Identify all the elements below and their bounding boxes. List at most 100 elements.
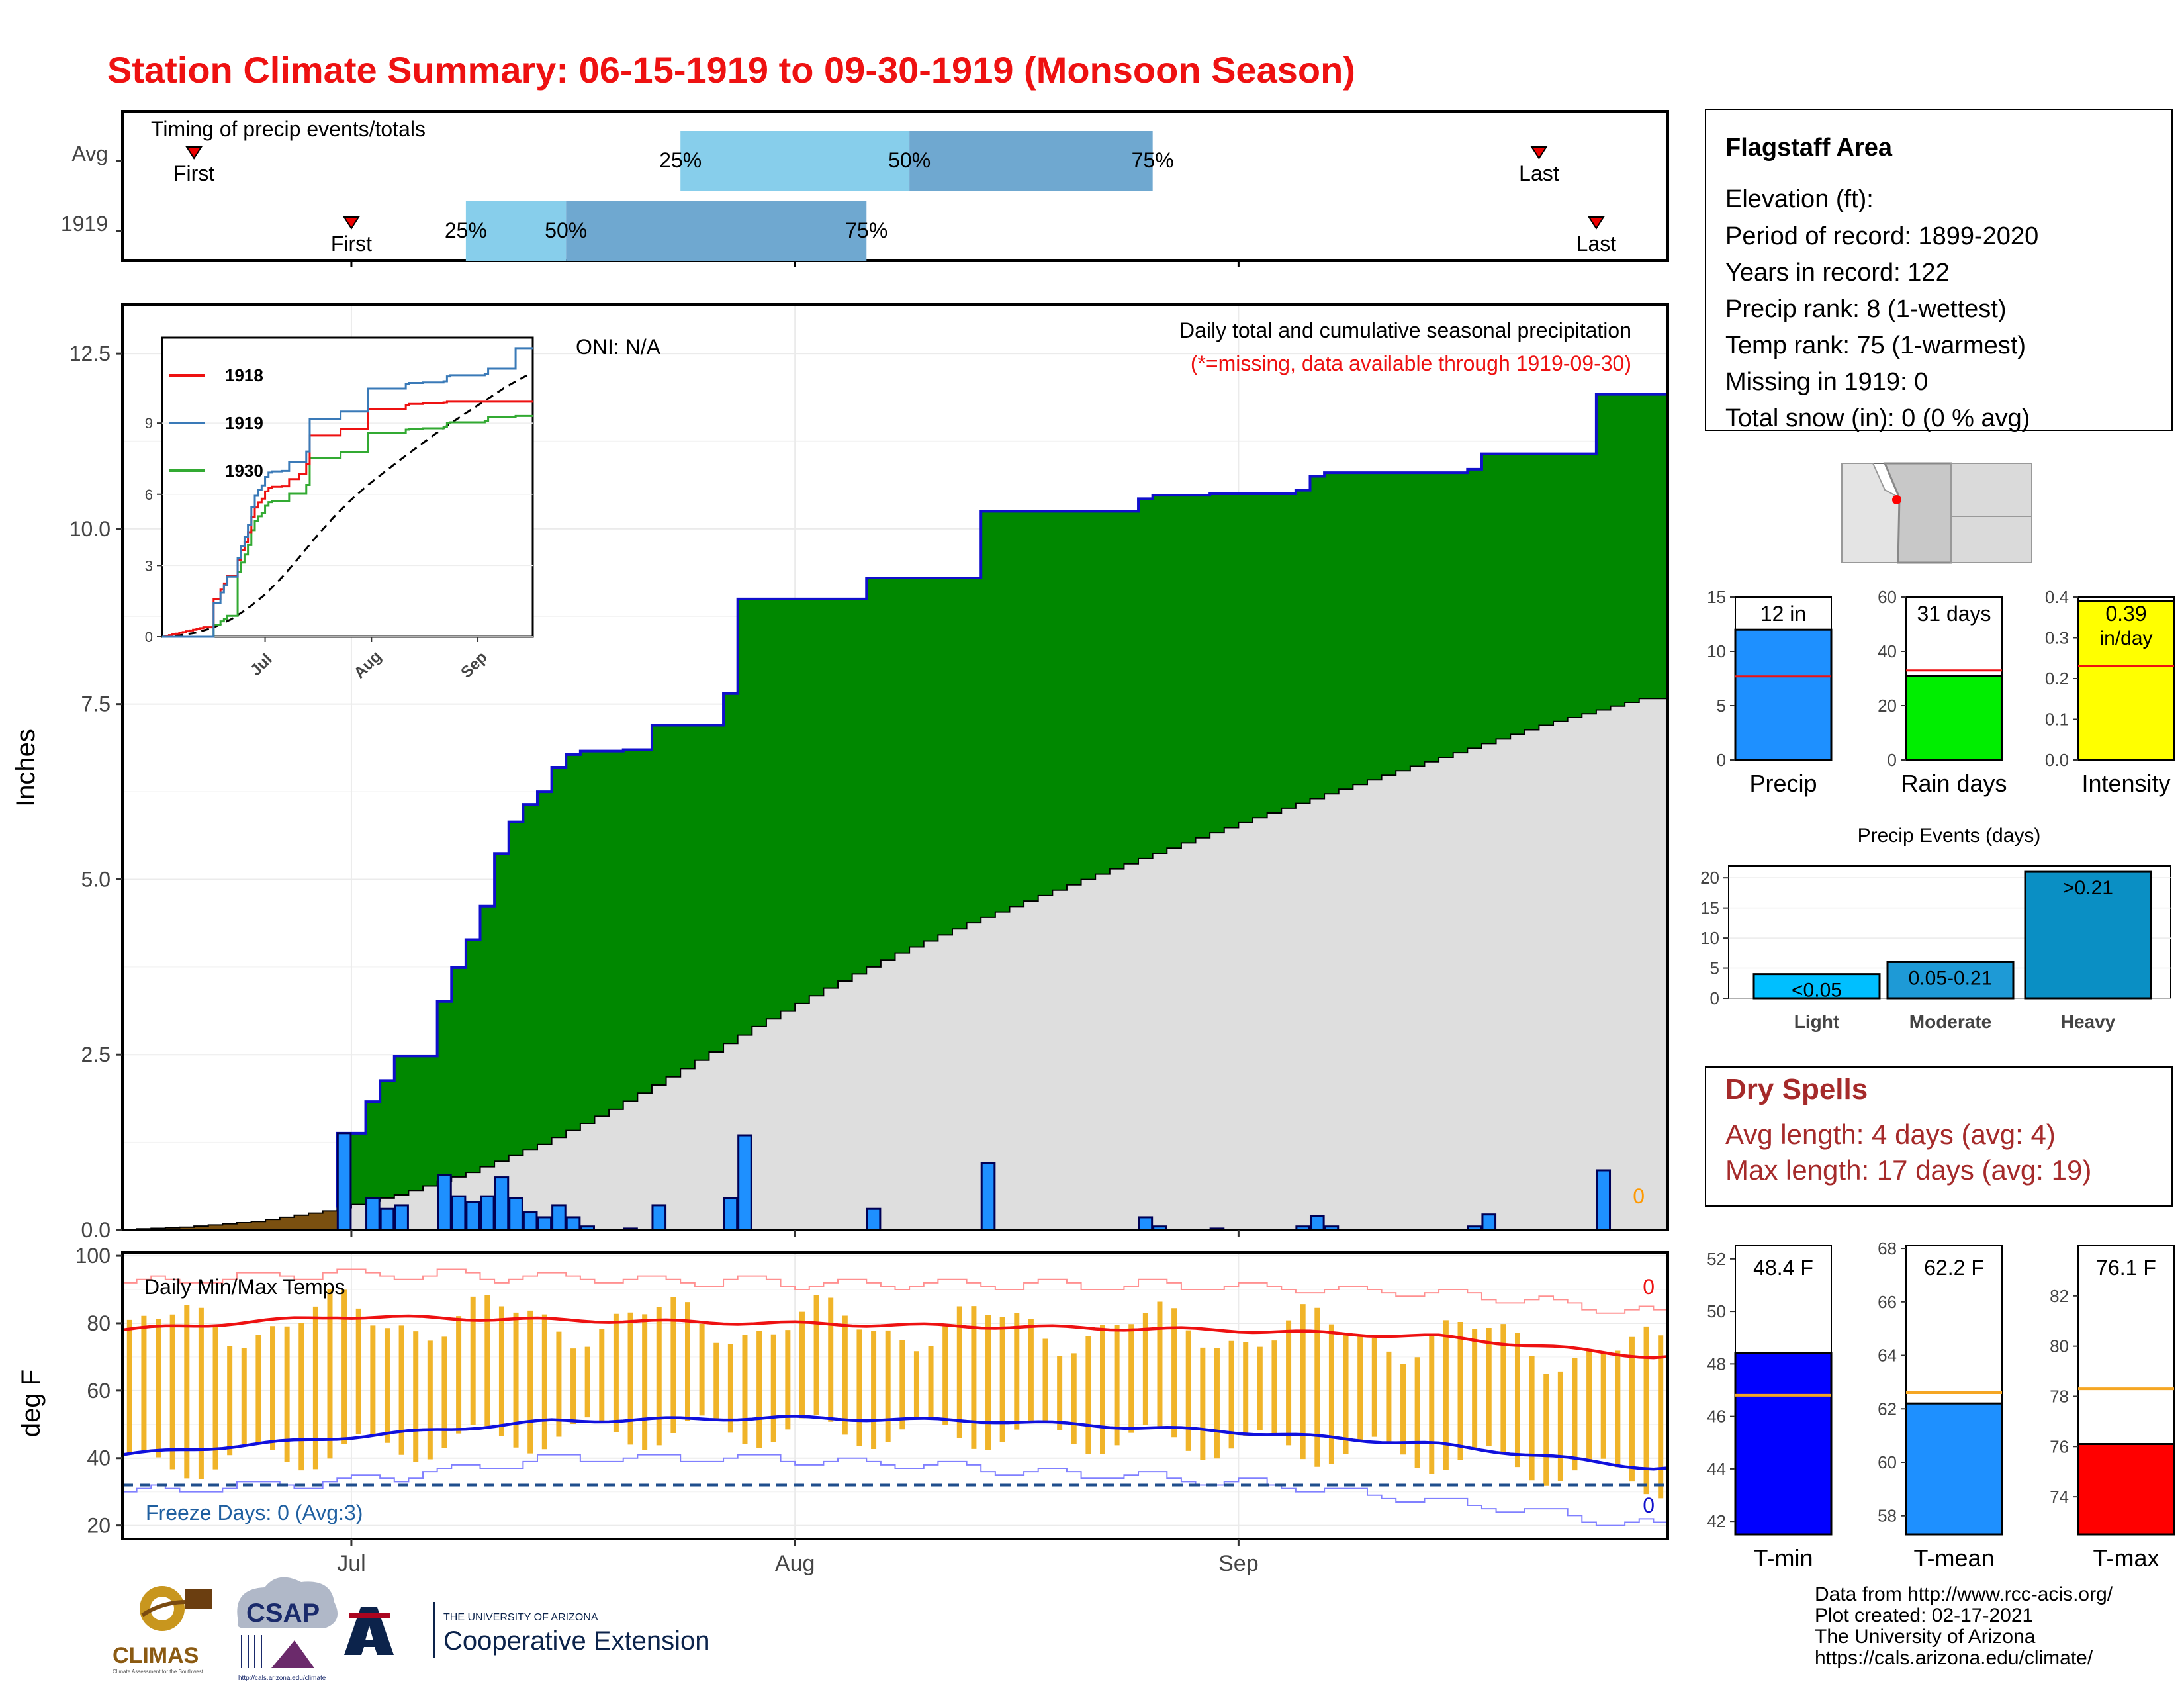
temp-summary-y-tick-label: 48 bbox=[1707, 1354, 1726, 1374]
temp-summary-y-tick-label: 82 bbox=[2050, 1286, 2069, 1306]
precip-panel: 0.0 2.5 5.0 7.5 10.0 12.5 Inches ONI: N/A Dai… bbox=[11, 303, 1669, 1242]
precip-y-tick-label: 10.0 bbox=[69, 517, 111, 541]
daily-precip-bar bbox=[651, 1204, 667, 1231]
summary-bar-value-label: 31 days bbox=[1917, 602, 1991, 626]
footer-line: Plot created: 02-17-2021 bbox=[1815, 1605, 2033, 1626]
temp-summary-y-tick-label: 74 bbox=[2050, 1487, 2069, 1507]
climas-tagline: Climate Assessment for the Southwest bbox=[113, 1669, 204, 1675]
daily-precip-bar bbox=[1138, 1216, 1154, 1231]
daily-precip-bar bbox=[394, 1204, 409, 1231]
summary-bars: 0 5 10 15 12 in Precip 0 20 40 60 31 days Rain days… bbox=[1707, 587, 2175, 797]
summary-y-tick-label: 0 bbox=[1717, 750, 1726, 770]
precip-event-bar bbox=[1752, 973, 1881, 1000]
temperature-summary-bars: 42 44 46 48 50 52 48.4 F T-min 58 60 62 64 66 68 62.2 … bbox=[1707, 1239, 2175, 1571]
temp-y-tick-label: 60 bbox=[87, 1379, 111, 1403]
university-logo: THE UNIVERSITY OF ARIZONA Cooperative Ex… bbox=[344, 1602, 709, 1658]
summary-y-tick-label: 0.0 bbox=[2045, 750, 2069, 770]
temp-summary-t-mean: 58 60 62 64 66 68 62.2 F T-mean bbox=[1878, 1239, 2003, 1571]
events-y-tick-label: 5 bbox=[1710, 959, 1719, 978]
oni-label: ONI: N/A bbox=[576, 335, 661, 359]
temp-summary-label: T-min bbox=[1754, 1544, 1813, 1571]
daily-precip-bar bbox=[365, 1197, 381, 1231]
timing-panel: 25% 50% 75% First Last 25% 50% 75% First Last Tim… bbox=[61, 110, 1669, 267]
inset-series-1918 bbox=[162, 400, 533, 638]
timing-p75-label: 75% bbox=[845, 218, 887, 242]
summary-y-tick-label: 40 bbox=[1878, 641, 1897, 661]
daily-precip-bar bbox=[551, 1204, 567, 1231]
daily-precip-bar bbox=[866, 1207, 882, 1231]
timing-box-q25-q50 bbox=[465, 201, 567, 261]
inset-legend-label: 1919 bbox=[225, 413, 263, 433]
footer-line: https://cals.arizona.edu/climate/ bbox=[1815, 1647, 2093, 1669]
summary-y-tick-label: 5 bbox=[1717, 696, 1726, 716]
events-y-tick-label: 20 bbox=[1700, 868, 1719, 888]
last-event-marker bbox=[1530, 146, 1548, 160]
precip-event-category-label: Heavy bbox=[2061, 1011, 2116, 1032]
first-event-label: First bbox=[173, 162, 214, 185]
climas-wordmark: CLIMAS bbox=[113, 1643, 199, 1668]
temp-summary-y-tick-label: 80 bbox=[2050, 1336, 2069, 1356]
temp-x-tick-label: Jul bbox=[337, 1551, 365, 1576]
info-line: Period of record: 1899-2020 bbox=[1725, 222, 2038, 250]
temp-summary-y-tick-label: 78 bbox=[2050, 1386, 2069, 1406]
temp-summary-y-tick-label: 64 bbox=[1878, 1346, 1897, 1366]
precip-y-tick-label: 2.5 bbox=[81, 1043, 111, 1066]
summary-y-tick-label: 0.4 bbox=[2045, 587, 2069, 607]
last-event-label: Last bbox=[1576, 232, 1617, 256]
summary-bar-label: Rain days bbox=[1901, 770, 2007, 797]
cooperative-extension: Cooperative Extension bbox=[443, 1626, 709, 1656]
daily-precip-bar bbox=[723, 1197, 739, 1231]
temp-summary-y-tick-label: 68 bbox=[1878, 1239, 1897, 1258]
precip-y-tick-label: 0.0 bbox=[81, 1218, 111, 1242]
temp-summary-t-max: 74 76 78 80 82 76.1 F T-max bbox=[2050, 1245, 2175, 1571]
summary-y-tick-label: 0.3 bbox=[2045, 628, 2069, 648]
precip-y-axis-label: Inches bbox=[11, 729, 40, 807]
page-title: Station Climate Summary: 06-15-1919 to 0… bbox=[107, 49, 1355, 91]
precip-events-title: Precip Events (days) bbox=[1858, 825, 2041, 847]
timing-row-year-label: 1919 bbox=[61, 212, 108, 236]
precip-event-value-label: >0.21 bbox=[2063, 877, 2113, 899]
precip-event-value-label: <0.05 bbox=[1792, 980, 1842, 1002]
missing-count: 0 bbox=[1633, 1184, 1645, 1208]
summary-y-tick-label: 10 bbox=[1707, 641, 1726, 661]
temp-y-tick-label: 80 bbox=[87, 1311, 111, 1335]
temp-y-tick-label: 40 bbox=[87, 1446, 111, 1470]
precip-event-bar bbox=[2024, 870, 2152, 1000]
timing-p50-label: 50% bbox=[888, 148, 931, 172]
temperature-series bbox=[122, 1268, 1668, 1526]
first-event-label: First bbox=[331, 232, 372, 256]
cumulative-precip-line bbox=[336, 393, 1668, 1208]
summary-y-tick-label: 0.2 bbox=[2045, 669, 2069, 688]
last-event-marker bbox=[1588, 216, 1605, 230]
info-line: Years in record: 122 bbox=[1725, 259, 1950, 287]
temp-summary-y-tick-label: 76 bbox=[2050, 1436, 2069, 1456]
temp-summary-label: T-mean bbox=[1913, 1544, 1994, 1571]
precip-y-axis: 0.0 2.5 5.0 7.5 10.0 12.5 bbox=[69, 342, 1240, 1242]
temp-summary-y-tick-label: 44 bbox=[1707, 1459, 1726, 1479]
record-high-count: 0 bbox=[1643, 1275, 1655, 1299]
temperature-y-axis-label: deg F bbox=[17, 1370, 46, 1437]
daily-precip-bar bbox=[336, 1132, 352, 1231]
temperature-y-axis: 20 40 60 80 100 bbox=[75, 1244, 122, 1538]
station-name: Flagstaff Area bbox=[1725, 134, 1893, 162]
precip-events-bars: 0 5 10 15 20 <0.05 Light 0.05-0.21 Moderate >0.21… bbox=[1700, 865, 2171, 1032]
summary-y-tick-label: 0 bbox=[1888, 750, 1897, 770]
temp-x-tick-label: Sep bbox=[1218, 1551, 1259, 1576]
daily-precip-bar bbox=[565, 1216, 581, 1231]
temp-summary-y-tick-label: 62 bbox=[1878, 1399, 1897, 1419]
timing-box-q50-q75 bbox=[909, 131, 1153, 191]
timing-p50-label: 50% bbox=[545, 218, 587, 242]
temp-summary-y-tick-label: 58 bbox=[1878, 1506, 1897, 1526]
timing-p25-label: 25% bbox=[659, 148, 702, 172]
temp-summary-y-tick-label: 50 bbox=[1707, 1301, 1726, 1321]
summary-y-tick-label: 0.1 bbox=[2045, 710, 2069, 729]
inset-legend-label: 1918 bbox=[225, 365, 263, 385]
temp-summary-label: T-max bbox=[2093, 1544, 2159, 1571]
summary-bar-value bbox=[1734, 628, 1833, 761]
precip-event-category-label: Moderate bbox=[1909, 1011, 1991, 1032]
footer-credits: Data from http://www.rcc-acis.org/ Plot … bbox=[1815, 1583, 2113, 1669]
daily-precip-bar bbox=[1596, 1169, 1612, 1231]
